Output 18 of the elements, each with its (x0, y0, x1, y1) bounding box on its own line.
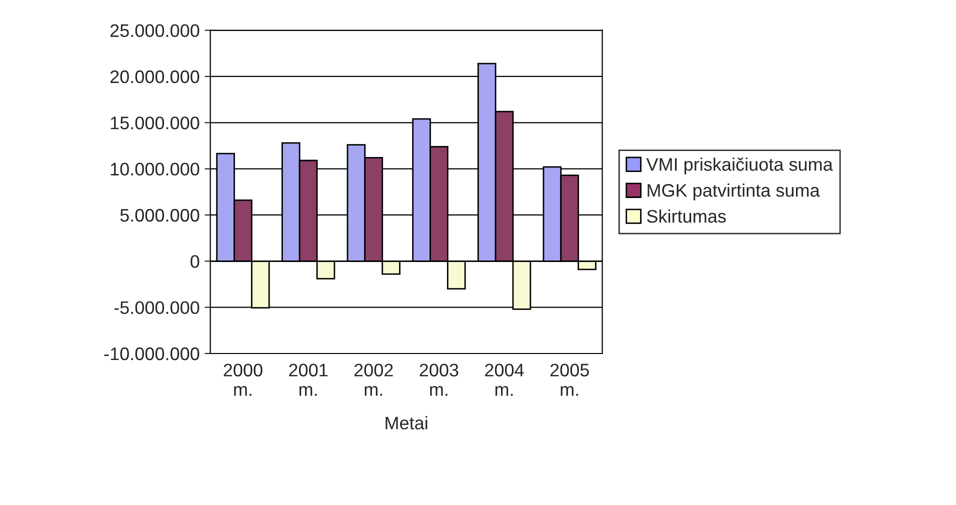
y-tick-label: 0 (190, 255, 200, 268)
y-tick-label: 15.000.000 (110, 116, 200, 130)
x-tick-label: 2002 m. (354, 364, 393, 396)
y-tick-label: 25.000.000 (110, 24, 200, 38)
legend-label: VMI priskaičiuota suma (646, 158, 833, 174)
x-axis-title: Metai (386, 416, 428, 430)
y-tick-label: 5.000.000 (120, 208, 200, 222)
x-tick-label: 2004 m. (485, 364, 524, 396)
x-tick-label: 2000 m. (224, 364, 262, 396)
x-tick-label: 2001 m. (289, 364, 328, 396)
y-tick-label: -10.000.000 (104, 347, 200, 360)
x-tick-label: 2005 m. (550, 364, 589, 396)
y-tick-label: -5.000.000 (114, 301, 200, 314)
legend-label: Skirtumas (647, 209, 726, 223)
x-tick-label: 2003 m. (420, 364, 458, 396)
legend-label: MGK patvirtinta suma (648, 184, 820, 200)
y-tick-label: 10.000.000 (110, 162, 200, 176)
y-tick-label: 20.000.000 (110, 70, 200, 84)
